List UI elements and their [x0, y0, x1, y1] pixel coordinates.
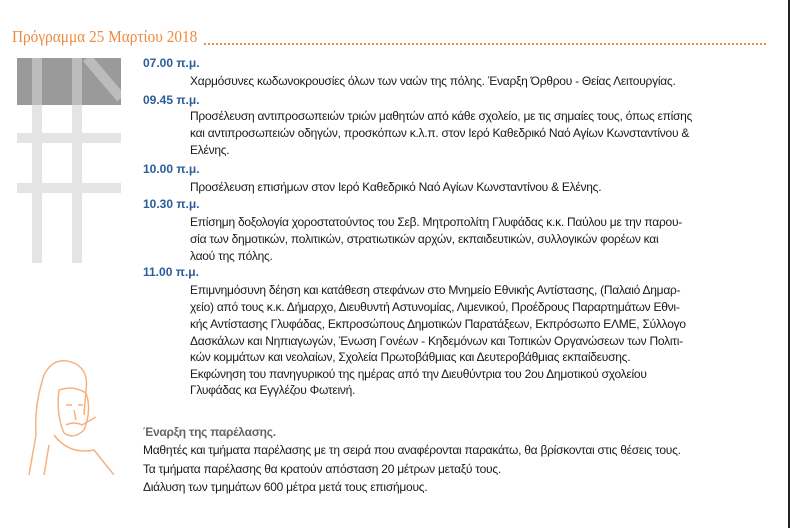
- schedule-description-line: λαού της πόλης.: [190, 249, 273, 263]
- schedule-time: 09.45 π.μ.: [143, 93, 200, 107]
- schedule-description-line: Δασκάλων και Νηπιαγωγών, Ένωση Γονέων - …: [190, 334, 683, 348]
- parade-line: Τα τμήματα παρέλασης θα κρατούν απόσταση…: [143, 462, 501, 476]
- schedule-description-line: κών κομμάτων και νεολαίων, Σχολεία Πρωτο…: [190, 350, 631, 364]
- schedule-description-line: Χαρμόσυνες κωδωνοκρουσίες όλων των ναών …: [190, 74, 676, 88]
- schedule-description-line: Επίσημη δοξολογία χοροστατούντος του Σεβ…: [190, 215, 682, 229]
- decorative-pattern: [17, 58, 121, 263]
- title-dotted-rule: [204, 43, 766, 45]
- schedule-description-line: Ελένης.: [190, 143, 230, 157]
- schedule-description-line: Επιμνημόσυνη δέηση και κατάθεση στεφάνων…: [190, 283, 681, 297]
- schedule-description-line: Προσέλευση επισήμων στον Ιερό Καθεδρικό …: [190, 180, 602, 194]
- page-title: Πρόγραμμα 25 Μαρτίου 2018: [12, 27, 198, 46]
- schedule-description-line: Γλυφάδας κα Εγγλέζου Φωτεινή.: [190, 383, 356, 397]
- schedule-description-line: Προσέλευση αντιπροσωπειών τριών μαθητών …: [190, 109, 693, 123]
- schedule-description-line: χείο) από τους κ.κ. Δήμαρχο, Διευθυντή Α…: [190, 300, 680, 314]
- parade-heading: Έναρξη της παρέλασης.: [143, 425, 276, 439]
- schedule-time: 11.00 π.μ.: [143, 265, 199, 279]
- parade-line: Μαθητές και τμήματα παρέλασης με τη σειρ…: [143, 443, 681, 457]
- schedule-time: 10.00 π.μ.: [143, 162, 200, 176]
- schedule-description-line: σία των δημοτικών, πολιτικών, στρατιωτικ…: [190, 232, 659, 246]
- page-border: [788, 0, 790, 528]
- schedule-time: 07.00 π.μ.: [143, 56, 200, 70]
- schedule-description-line: Εκφώνηση του πανηγυρικού της ημέρας από …: [190, 367, 647, 381]
- schedule-time: 10.30 π.μ.: [143, 197, 200, 211]
- schedule-description-line: και αντιπροσωπειών οδηγών, προσκόπων κ.λ…: [190, 126, 690, 140]
- portrait-illustration: [28, 360, 115, 475]
- parade-line: Διάλυση των τμημάτων 600 μέτρα μετά τους…: [143, 480, 428, 494]
- schedule-description-line: κής Αντίστασης Γλυφάδας, Εκπροσώπους Δημ…: [190, 317, 686, 331]
